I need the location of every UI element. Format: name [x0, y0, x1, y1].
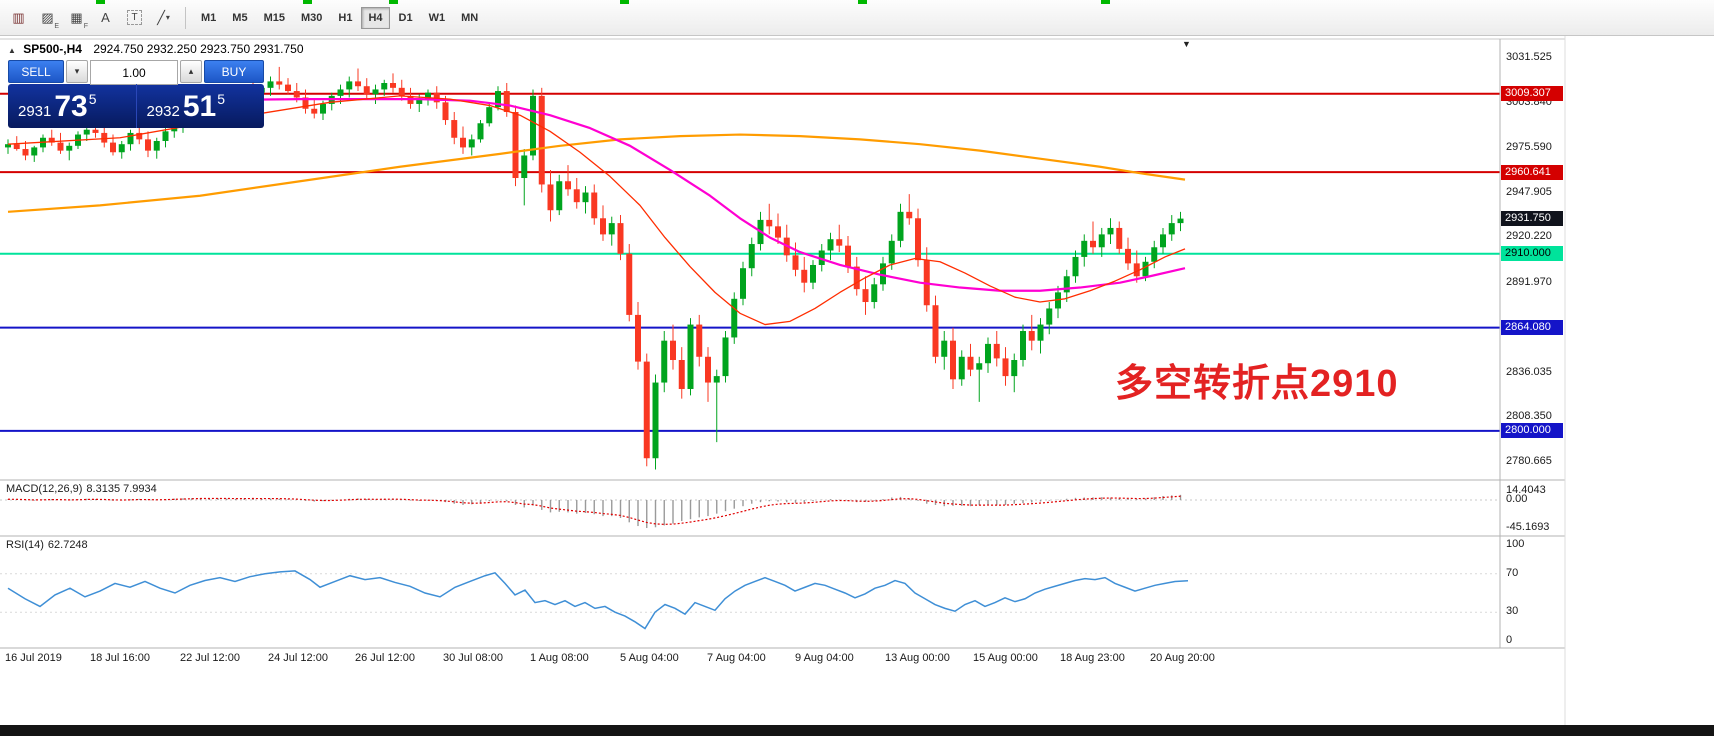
sell-button[interactable]: SELL — [8, 60, 64, 83]
chevron-up-icon: ▴ — [188, 66, 194, 76]
status-tick-icon — [303, 0, 312, 4]
bottom-bar — [0, 725, 1714, 736]
timeframe-button-h1[interactable]: H1 — [331, 7, 359, 29]
volume-increase-button[interactable]: ▴ — [180, 60, 202, 83]
buy-button[interactable]: BUY — [204, 60, 264, 83]
timeframe-button-m15[interactable]: M15 — [257, 7, 292, 29]
status-tick-icon — [96, 0, 105, 4]
bid-price[interactable]: 2931 73 5 — [8, 84, 136, 128]
indicators-icon[interactable]: ▥ — [5, 5, 32, 30]
chart-text-annotation: 多空转折点2910 — [1115, 363, 1399, 405]
timeframe-button-w1[interactable]: W1 — [422, 7, 453, 29]
timeframe-toolbar: M1 M5 M15 M30 H1 H4 D1 W1 MN — [193, 6, 486, 29]
toolbar-separator — [185, 6, 186, 29]
ask-prefix: 2932 — [146, 103, 180, 120]
volume-input[interactable] — [90, 60, 178, 85]
macd-values: 8.3135 7.9934 — [86, 483, 157, 495]
grid-pattern-icon[interactable]: ▦ F — [63, 5, 90, 31]
line-studies-toolbar: ▥ ▨ E ▦ F A T ╱ ▾ — [4, 5, 178, 31]
chart-shift-marker-icon[interactable]: ▼ — [1182, 39, 1191, 49]
timeframe-button-mn[interactable]: MN — [454, 7, 485, 29]
timeframe-button-m30[interactable]: M30 — [294, 7, 329, 29]
collapse-panel-icon[interactable]: ▲ — [8, 46, 16, 55]
line-tools-icon[interactable]: ╱ ▾ — [150, 5, 177, 30]
ohlc-values: 2924.750 2932.250 2923.750 2931.750 — [93, 42, 304, 56]
macd-label: MACD(12,26,9) 8.3135 7.9934 — [6, 483, 157, 495]
rsi-value: 62.7248 — [47, 539, 88, 551]
text-annotation-icon[interactable]: A — [92, 5, 119, 30]
one-click-trading-panel: SELL ▾ ▴ BUY 2931 73 5 2932 51 5 — [8, 60, 264, 128]
rsi-label: RSI(14) 62.7248 — [6, 539, 88, 551]
timeframe-button-m1[interactable]: M1 — [194, 7, 223, 29]
bid-ask-quote-panel: 2931 73 5 2932 51 5 — [8, 84, 264, 128]
timeframe-button-d1[interactable]: D1 — [392, 7, 420, 29]
bid-prefix: 2931 — [18, 103, 52, 120]
toolbar: ▥ ▨ E ▦ F A T ╱ ▾ M1 M5 M15 M30 H1 H4 D1 W1 MN — [0, 0, 1714, 36]
status-tick-icon — [620, 0, 629, 4]
symbol-timeframe-label: SP500-,H4 — [23, 42, 82, 56]
status-tick-icon — [389, 0, 398, 4]
chevron-down-icon: ▾ — [165, 13, 170, 22]
timeframe-button-m5[interactable]: M5 — [225, 7, 254, 29]
bid-main-digits: 73 — [54, 90, 88, 123]
ask-pip-digit: 5 — [217, 91, 226, 107]
bid-pip-digit: 5 — [88, 91, 97, 107]
volume-dropdown-button[interactable]: ▾ — [66, 60, 88, 83]
timeframe-button-h4[interactable]: H4 — [361, 6, 390, 29]
text-box-icon[interactable]: T — [121, 5, 148, 30]
chart-title: ▲ SP500-,H4 2924.750 2932.250 2923.750 2… — [8, 42, 304, 56]
chevron-down-icon: ▾ — [74, 66, 80, 76]
status-tick-icon — [858, 0, 867, 4]
hatch-pattern-icon[interactable]: ▨ E — [34, 5, 61, 31]
ask-main-digits: 51 — [182, 90, 217, 123]
status-tick-icon — [1101, 0, 1110, 4]
ask-price[interactable]: 2932 51 5 — [135, 84, 265, 128]
